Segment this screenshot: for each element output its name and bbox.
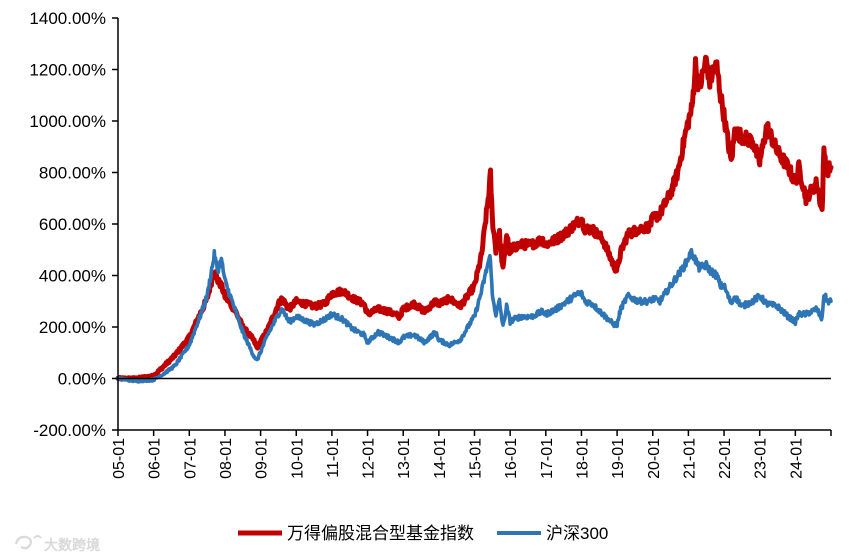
x-tick-label: 22-01	[717, 438, 734, 479]
legend-label-0: 万得偏股混合型基金指数	[287, 524, 474, 543]
x-tick-label: 05-01	[111, 438, 128, 479]
y-tick-label: 1200.00%	[29, 61, 106, 80]
watermark: 大数跨境	[14, 535, 100, 553]
series-line-0	[115, 54, 834, 382]
x-tick-label: 21-01	[681, 438, 698, 479]
y-tick-label: 200.00%	[39, 318, 106, 337]
x-tick-label: 08-01	[218, 438, 235, 479]
x-tick-label: 18-01	[574, 438, 591, 479]
plot-area	[115, 54, 834, 384]
x-tick-label: 20-01	[646, 438, 663, 479]
y-tick-label: 600.00%	[39, 215, 106, 234]
x-axis: 05-01 06-01 07-01 08-01 09-01 10-01 11-01 12-01…	[111, 377, 832, 479]
x-tick-label: 16-01	[503, 438, 520, 479]
watermark-text: 大数跨境	[44, 537, 100, 553]
y-tick-label: 400.00%	[39, 267, 106, 286]
x-tick-label: 14-01	[432, 438, 449, 479]
x-tick-label: 09-01	[254, 438, 271, 479]
y-tick-label: 1000.00%	[29, 112, 106, 131]
x-tick-label: 13-01	[396, 438, 413, 479]
x-tick-label: 23-01	[753, 438, 770, 479]
x-tick-label: 12-01	[361, 438, 378, 479]
x-tick-label: 15-01	[468, 438, 485, 479]
y-tick-label: -200.00%	[33, 421, 106, 440]
x-tick-label: 19-01	[610, 438, 627, 479]
legend: 万得偏股混合型基金指数 沪深300	[238, 524, 608, 543]
x-tick-label: 24-01	[788, 438, 805, 479]
x-tick-label: 07-01	[182, 438, 199, 479]
x-tick-label: 06-01	[147, 438, 164, 479]
y-tick-label: 1400.00%	[29, 9, 106, 28]
x-tick-label: 11-01	[325, 438, 342, 478]
y-tick-label: 0.00%	[58, 370, 106, 389]
x-tick-label: 10-01	[289, 438, 306, 479]
series-line-1	[116, 247, 833, 384]
y-tick-label: 800.00%	[39, 164, 106, 183]
x-tick-label: 17-01	[539, 438, 556, 479]
swirl-logo-icon	[14, 535, 42, 550]
y-axis: -200.00% 0.00% 200.00% 400.00% 600.00% 800.00…	[29, 9, 119, 440]
legend-label-1: 沪深300	[546, 524, 608, 543]
